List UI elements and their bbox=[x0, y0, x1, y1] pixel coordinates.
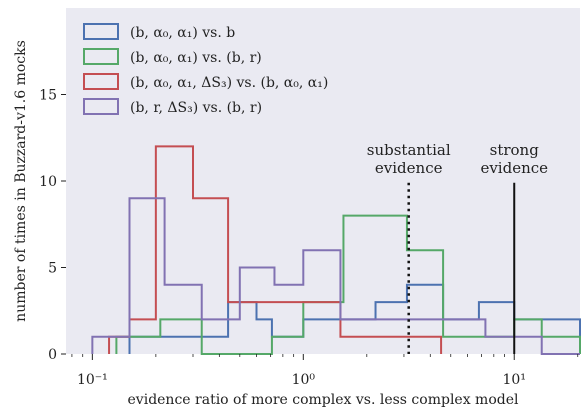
legend-label-4: (b, r, ΔS₃) vs. (b, r) bbox=[130, 100, 262, 116]
threshold-label-2-2: evidence bbox=[480, 159, 548, 177]
threshold-label-1-2: evidence bbox=[375, 159, 443, 177]
axes: 0 5 10 15 10⁻¹ 10⁰ 10¹ bbox=[39, 88, 579, 388]
y-tick-label-15: 15 bbox=[39, 88, 57, 104]
x-tick-label-1: 10⁰ bbox=[292, 372, 316, 388]
x-axis-label: evidence ratio of more complex vs. less … bbox=[128, 392, 519, 408]
y-tick-label-10: 10 bbox=[39, 174, 57, 190]
legend-swatch-1 bbox=[83, 23, 119, 40]
y-tick-label-0: 0 bbox=[48, 347, 57, 363]
legend: (b, α₀, α₁) vs. b (b, α₀, α₁) vs. (b, r) (… bbox=[83, 23, 328, 116]
threshold-label-2-1: strong bbox=[490, 141, 540, 159]
x-tick-label-2: 10¹ bbox=[503, 372, 526, 388]
x-tick-label-0: 10⁻¹ bbox=[77, 372, 108, 388]
legend-swatch-3 bbox=[83, 73, 119, 90]
histogram-series-4 bbox=[91, 197, 580, 355]
legend-label-3: (b, α₀, α₁, ΔS₃) vs. (b, α₀, α₁) bbox=[130, 75, 328, 91]
histogram-series-2 bbox=[115, 214, 581, 355]
threshold-label-1-1: substantial bbox=[367, 141, 451, 159]
legend-swatch-4 bbox=[83, 98, 119, 115]
y-axis-label: number of times in Buzzard-v1.6 mocks bbox=[13, 40, 29, 322]
legend-swatch-2 bbox=[83, 48, 119, 65]
legend-label-1: (b, α₀, α₁) vs. b bbox=[130, 25, 235, 41]
legend-label-2: (b, α₀, α₁) vs. (b, r) bbox=[130, 50, 262, 66]
plot-background bbox=[66, 8, 580, 354]
y-tick-label-5: 5 bbox=[48, 261, 57, 277]
